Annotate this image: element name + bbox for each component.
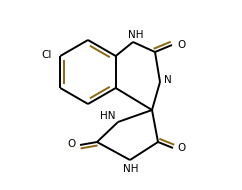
Text: O: O [67, 139, 75, 149]
Text: Cl: Cl [41, 50, 52, 60]
Text: NH: NH [128, 30, 144, 40]
Text: O: O [178, 143, 186, 153]
Text: O: O [177, 40, 185, 50]
Text: N: N [164, 75, 172, 85]
Text: NH: NH [123, 164, 139, 174]
Text: HN: HN [100, 111, 116, 121]
